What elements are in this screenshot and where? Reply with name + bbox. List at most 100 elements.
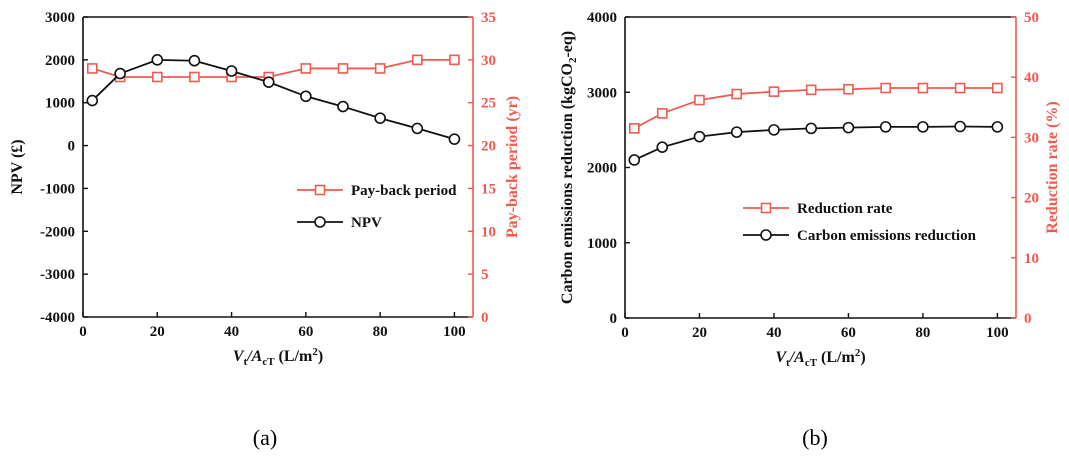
y-left-tick-label: -2000: [40, 224, 75, 240]
y-left-axis-title: Carbon emissions reduction (kgCO2-eq): [559, 31, 579, 304]
data-point: [843, 83, 854, 95]
data-point: [114, 67, 126, 80]
x-axis-title-part: ): [860, 349, 865, 366]
data-point: [768, 124, 780, 136]
data-point: [449, 54, 460, 66]
data-point: [374, 112, 386, 124]
x-tick-label: 80: [373, 324, 388, 340]
y-right-tick-label: 5: [481, 267, 489, 283]
x-tick-label: 100: [986, 325, 1009, 341]
y-right-tick-label: 30: [1024, 130, 1039, 146]
y-left-tick-label: 0: [610, 311, 618, 327]
data-point: [262, 76, 275, 88]
y-left-tick-label: 1000: [587, 236, 617, 252]
x-axis-title-sub: cT: [805, 357, 818, 369]
panel-label-b: (b): [802, 425, 828, 450]
data-point: [731, 88, 743, 100]
data-point: [628, 154, 641, 166]
x-axis-title-sub: cT: [262, 356, 275, 368]
legend-marker: [760, 202, 772, 214]
y-left-tick-label: -3000: [40, 267, 75, 283]
x-axis-title-part: V: [233, 348, 245, 365]
y-left-tick-label: 4000: [587, 10, 617, 26]
data-point: [730, 126, 743, 138]
x-axis-title-sub: t: [786, 357, 790, 369]
data-point: [151, 71, 163, 83]
x-axis-title-part: /A: [246, 348, 262, 365]
y-left-axis-title-part: -eq): [559, 31, 576, 58]
data-point: [917, 121, 929, 133]
data-point: [448, 133, 461, 145]
chart-panel-a: 0 20 40 60 80 100-4000-3000-2000-100001000200…: [9, 10, 521, 368]
x-tick-label: 60: [841, 325, 856, 341]
y-right-tick-label: 20: [1024, 191, 1039, 207]
x-axis-title-part: (L/m: [275, 348, 313, 365]
x-tick-label: 0: [79, 324, 87, 340]
x-tick-label: 20: [692, 325, 707, 341]
y-left-tick-label: 1000: [45, 96, 75, 112]
y-left-tick-label: 2000: [587, 161, 617, 177]
panel-label-a: (a): [253, 425, 277, 450]
legend-label: Reduction rate: [797, 201, 893, 217]
data-point: [879, 121, 892, 133]
data-point: [694, 94, 705, 106]
y-right-tick-label: 10: [481, 224, 496, 240]
data-point: [151, 54, 164, 66]
data-point: [805, 84, 817, 96]
data-point: [300, 63, 312, 74]
data-point: [880, 82, 891, 94]
data-point: [629, 123, 640, 134]
data-point: [693, 130, 706, 143]
data-point: [768, 86, 780, 97]
data-point: [374, 63, 386, 74]
y-right-axis-title: Reduction rate (%): [1044, 101, 1061, 233]
legend-label: Pay-back period: [351, 183, 457, 199]
y-right-tick-label: 10: [1024, 251, 1039, 267]
y-right-tick-label: 0: [1024, 311, 1032, 327]
y-right-tick-label: 40: [1024, 70, 1039, 86]
y-left-axis-title: NPV (£): [9, 139, 26, 194]
x-axis-title-part: /A: [789, 349, 805, 366]
y-right-tick-label: 30: [481, 53, 496, 69]
data-point: [954, 82, 966, 94]
data-point: [225, 65, 238, 77]
y-right-axis-title: Pay-back period (yr): [504, 96, 521, 238]
y-right-tick-label: 50: [1024, 10, 1039, 26]
data-point: [917, 82, 929, 94]
y-right-tick-label: 0: [481, 310, 489, 326]
y-right-tick-label: 25: [481, 96, 496, 112]
data-point: [992, 82, 1003, 94]
y-left-tick-label: 3000: [45, 10, 75, 26]
x-tick-label: 100: [443, 324, 466, 340]
x-axis-title: Vt/AcT (L/m2): [775, 347, 865, 369]
data-point: [656, 141, 669, 153]
x-axis-title-part: (L/m: [817, 349, 855, 366]
x-axis-title-sup: 2: [855, 347, 861, 359]
data-point: [86, 94, 99, 107]
data-point: [954, 120, 966, 133]
data-point: [86, 63, 98, 74]
y-left-tick-label: -1000: [40, 181, 75, 197]
y-left-axis-title-part: Carbon emissions reduction (kgCO: [559, 63, 576, 304]
chart-panel-b: 0 20 40 60 80 1000100020003000400001020304050…: [559, 10, 1061, 369]
data-point: [842, 121, 855, 134]
x-axis-title-part: V: [775, 349, 787, 366]
data-point: [337, 100, 349, 113]
x-tick-label: 40: [766, 325, 781, 341]
x-axis-title-sub: t: [244, 356, 248, 368]
legend-marker: [314, 216, 326, 228]
y-left-tick-label: 2000: [45, 53, 75, 69]
x-tick-label: 60: [298, 324, 313, 340]
data-point: [188, 54, 201, 67]
y-left-axis-title-sub: 2: [567, 57, 579, 63]
y-right-tick-label: 20: [481, 139, 496, 155]
data-point: [411, 122, 424, 135]
legend-label: NPV: [351, 215, 382, 231]
data-point: [300, 90, 312, 103]
y-right-tick-label: 35: [481, 10, 496, 26]
data-point: [656, 108, 668, 119]
data-point: [337, 63, 349, 74]
data-point: [991, 121, 1004, 133]
x-axis-title-part: ): [318, 348, 323, 365]
